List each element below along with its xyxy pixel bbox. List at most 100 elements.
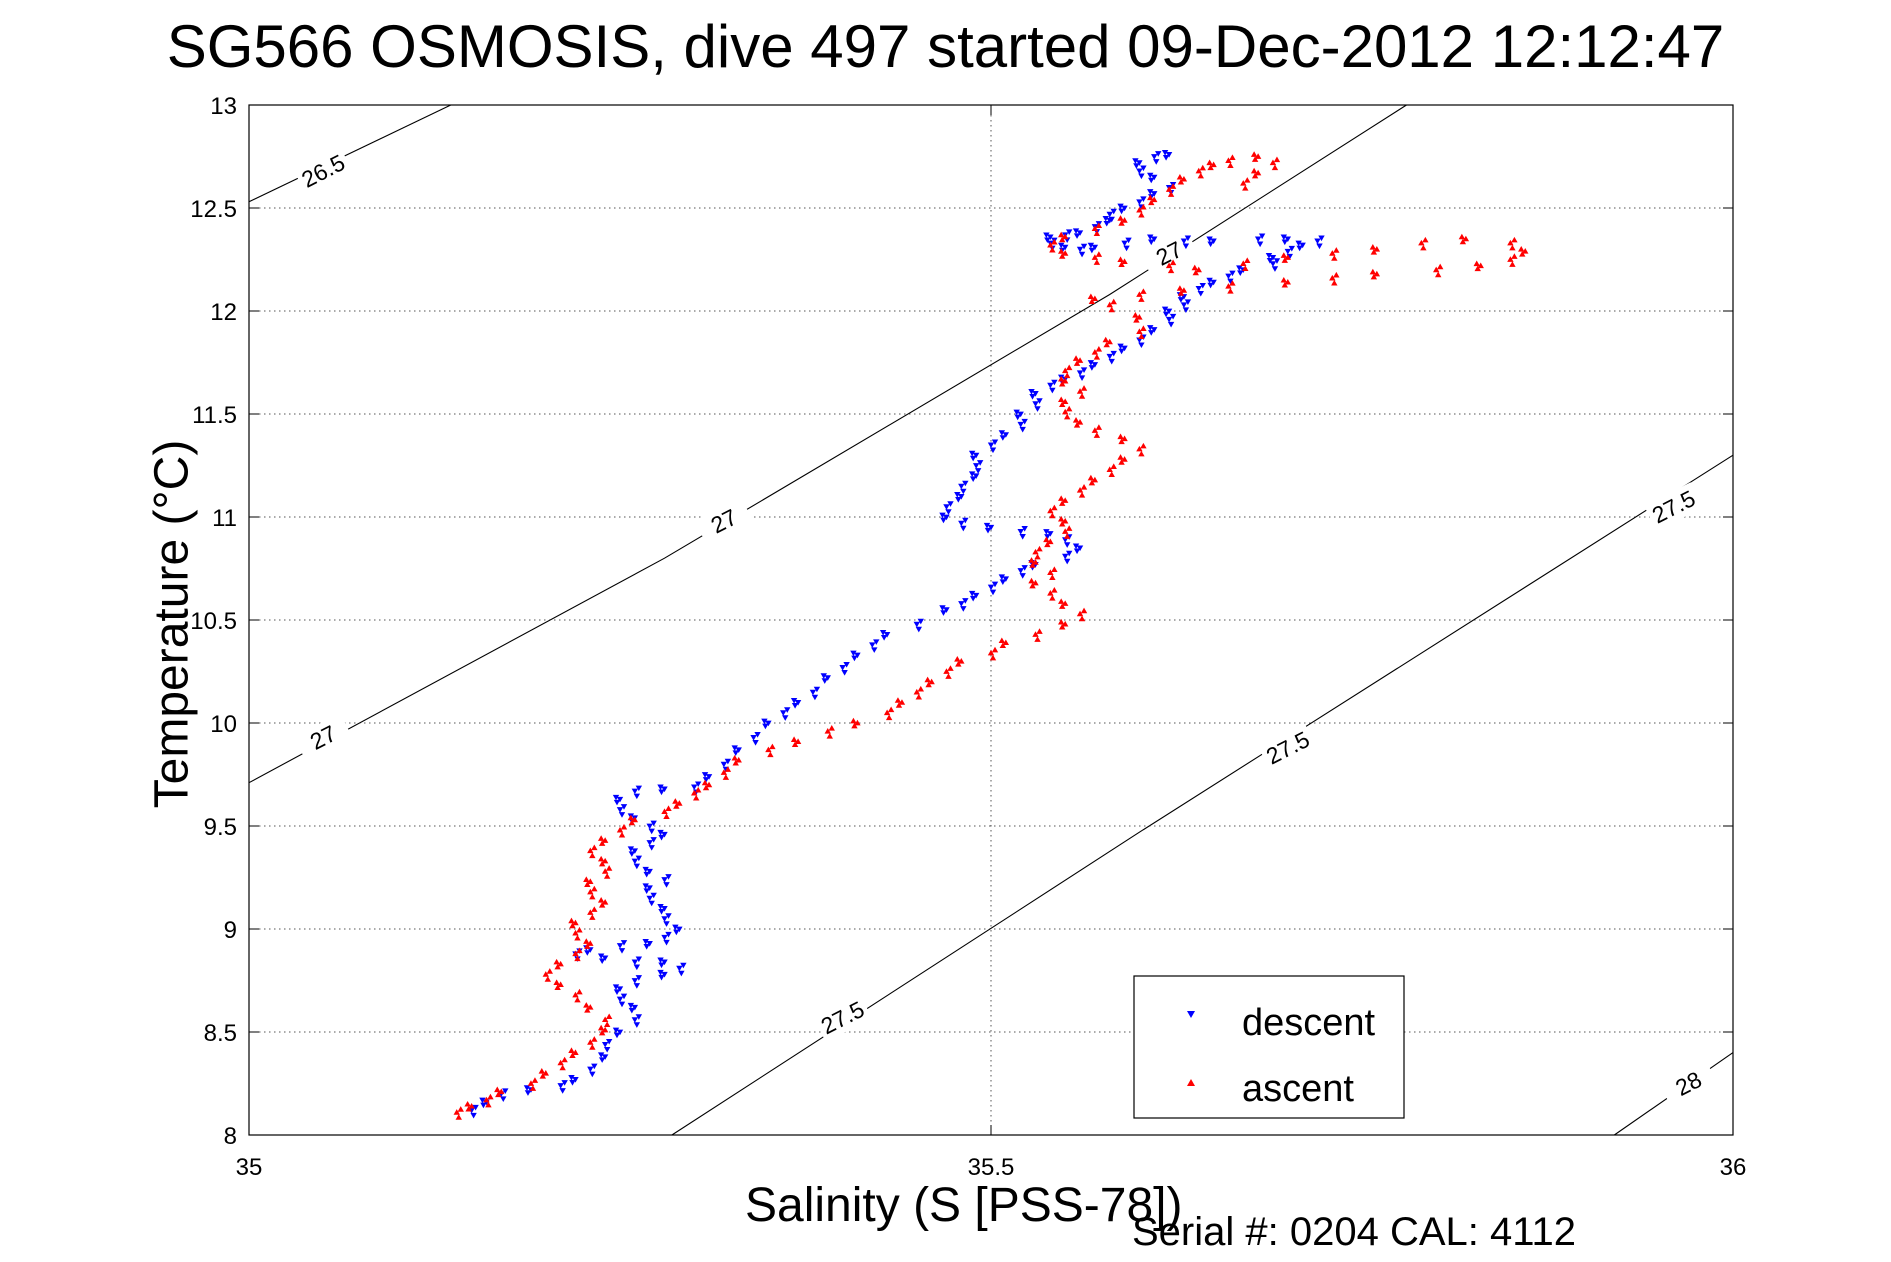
data-point-descent (1165, 308, 1173, 315)
data-point-descent (841, 669, 848, 676)
data-point-ascent (915, 693, 922, 700)
data-point-ascent (546, 968, 553, 974)
data-point-descent (1136, 199, 1143, 206)
data-point-ascent (1118, 459, 1125, 465)
data-point-descent (1140, 165, 1147, 172)
data-point-descent (657, 957, 664, 964)
data-point-ascent (1088, 298, 1096, 305)
data-point-ascent (705, 781, 713, 788)
data-point-ascent (1138, 296, 1145, 302)
data-point-ascent (1229, 280, 1236, 286)
data-point-ascent (1176, 173, 1184, 180)
data-point-descent (1106, 353, 1113, 360)
data-point-ascent (576, 988, 583, 995)
data-point-descent (1169, 313, 1177, 320)
data-point-descent (661, 959, 668, 966)
data-point-descent (958, 483, 965, 490)
data-point-ascent (591, 1036, 598, 1042)
data-point-descent (1076, 246, 1084, 253)
data-point-ascent (672, 798, 679, 804)
data-point-ascent (464, 1100, 471, 1107)
data-point-descent (1273, 258, 1281, 264)
data-point-ascent (1032, 631, 1039, 637)
data-point-ascent (1229, 154, 1236, 161)
data-point-descent (1013, 409, 1020, 416)
data-point-ascent (1370, 273, 1378, 280)
data-point-ascent (589, 852, 596, 859)
data-point-descent (1029, 394, 1036, 400)
data-point-ascent (663, 813, 670, 819)
data-point-ascent (1093, 354, 1101, 360)
data-point-descent (762, 723, 769, 730)
data-point-descent (1206, 236, 1213, 243)
data-point-ascent (605, 1013, 613, 1020)
data-point-ascent (597, 897, 605, 903)
data-point-descent (1197, 290, 1204, 297)
data-point-ascent (824, 728, 831, 734)
data-point-descent (1281, 239, 1288, 246)
data-point-descent (1296, 245, 1303, 252)
data-point-ascent (1206, 159, 1213, 166)
data-point-descent (646, 823, 653, 830)
data-point-ascent (1118, 261, 1125, 267)
data-point-descent (601, 955, 609, 962)
data-point-descent (1076, 370, 1084, 376)
data-point-ascent (1138, 333, 1145, 339)
data-point-descent (1087, 360, 1095, 366)
data-point-ascent (1049, 574, 1056, 581)
data-point-ascent (1051, 566, 1058, 573)
data-point-descent (1102, 215, 1109, 222)
data-point-descent (658, 909, 665, 915)
data-point-descent (598, 958, 606, 965)
isopycnal-label-bg (694, 496, 754, 546)
data-point-descent (731, 745, 738, 751)
data-point-ascent (603, 1021, 611, 1028)
data-point-ascent (673, 803, 680, 809)
data-point-descent (701, 772, 709, 778)
data-point-ascent (618, 831, 626, 838)
data-point-ascent (989, 654, 997, 661)
data-point-ascent (554, 984, 561, 991)
data-point-descent (627, 1002, 635, 1009)
serial-footer: Serial #: 0204 CAL: 4112 (1132, 1210, 1577, 1254)
data-point-descent (1123, 245, 1130, 252)
data-point-ascent (494, 1086, 501, 1093)
data-point-ascent (598, 1029, 606, 1036)
data-point-descent (631, 978, 639, 984)
data-point-descent (1155, 151, 1162, 157)
legend-box (1133, 975, 1405, 1119)
data-point-ascent (991, 646, 999, 653)
data-point-ascent (1036, 628, 1043, 634)
data-point-ascent (1242, 185, 1249, 191)
legend-marker-ascent (1187, 1079, 1195, 1086)
data-point-ascent (790, 736, 798, 742)
data-point-descent (620, 940, 628, 946)
data-point-ascent (1140, 325, 1147, 331)
data-point-ascent (1177, 290, 1185, 296)
data-point-descent (661, 831, 668, 838)
data-point-descent (989, 589, 997, 596)
data-point-ascent (1509, 261, 1516, 267)
data-point-descent (1207, 241, 1214, 248)
data-point-descent (472, 1104, 479, 1111)
data-point-ascent (1433, 266, 1440, 273)
data-point-ascent (584, 1007, 591, 1013)
data-point-descent (1021, 418, 1028, 425)
data-point-descent (1138, 342, 1145, 349)
data-point-descent (678, 970, 685, 977)
data-point-ascent (1032, 548, 1039, 555)
data-point-descent (871, 647, 878, 653)
data-point-descent (1147, 234, 1154, 241)
data-point-descent (568, 1074, 575, 1081)
data-point-descent (761, 718, 768, 725)
data-point-descent (633, 793, 641, 800)
data-point-ascent (1028, 557, 1035, 563)
data-point-descent (1036, 398, 1043, 404)
data-point-ascent (1062, 600, 1069, 606)
data-point-descent (1147, 325, 1154, 331)
data-point-ascent (1058, 231, 1065, 238)
data-point-ascent (1108, 471, 1115, 478)
axis-ticks: 35 35.5 36 8 8.5 9 9.5 10 10.5 11 11.5 12 12.5 13 (190, 93, 1746, 1181)
data-point-ascent (583, 876, 590, 883)
